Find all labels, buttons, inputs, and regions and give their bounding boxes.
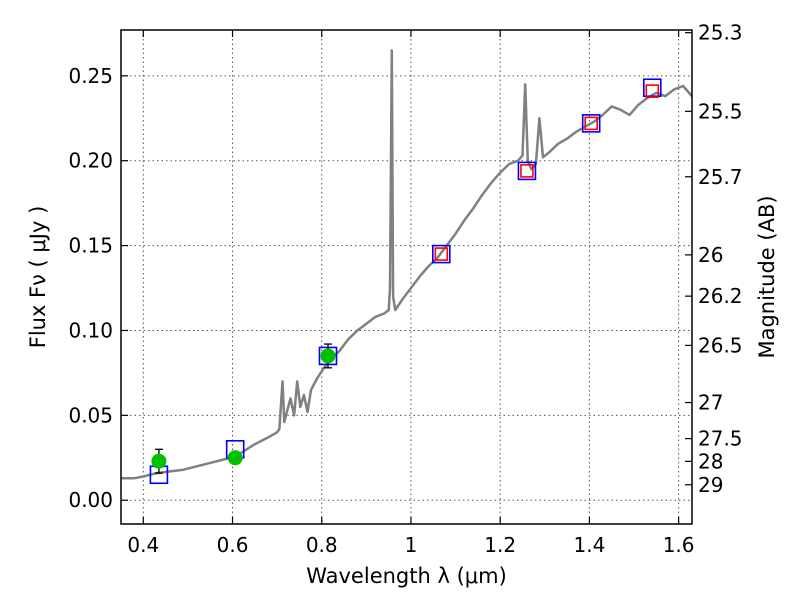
photometry-markers (149, 78, 662, 485)
magnitude-tick-label: 29 (698, 473, 723, 497)
y-tick-label: 0.20 (68, 149, 113, 173)
magnitude-tick-label: 26.5 (698, 333, 743, 357)
model-flux-square-marker (517, 161, 537, 181)
x-axis-label: Wavelength λ (μm) (306, 564, 507, 588)
x-tick-label: 0.8 (306, 533, 338, 557)
model-flux-square-marker (642, 78, 662, 98)
observed-flux-point (320, 348, 336, 364)
axis-ticks: 0.4 0.6 0.8 1 1.2 1.4 1.6 0.00 0.05 0.10 0.15 0.20 0… (68, 21, 742, 557)
observed-flux-point (151, 453, 167, 469)
magnitude-tick-label: 28 (698, 449, 723, 473)
y-axis-label: Flux Fν ( μJy ) (26, 206, 50, 349)
x-tick-label: 1.2 (484, 533, 516, 557)
magnitude-tick-label: 25.3 (698, 21, 743, 45)
observed-flux-square-marker (434, 247, 449, 261)
y-tick-label: 0.00 (68, 488, 113, 512)
magnitude-axis-label: Magnitude (AB) (755, 195, 779, 358)
model-flux-square-marker (431, 244, 451, 264)
x-tick-label: 1 (405, 533, 418, 557)
magnitude-tick-label: 27.5 (698, 427, 743, 451)
model-spectrum (121, 49, 693, 480)
magnitude-tick-label: 26 (698, 243, 723, 267)
y-tick-label: 0.15 (68, 234, 113, 258)
magnitude-tick-label: 25.7 (698, 165, 743, 189)
observed-flux-square-marker (645, 84, 660, 98)
grid-lines (121, 30, 692, 524)
y-tick-label: 0.05 (68, 403, 113, 427)
x-tick-label: 0.4 (127, 533, 159, 557)
magnitude-tick-label: 25.5 (698, 99, 743, 123)
spectrum-line (121, 49, 693, 480)
observed-flux-square-marker (520, 164, 534, 178)
x-tick-label: 1.6 (663, 533, 695, 557)
x-tick-label: 1.4 (573, 533, 605, 557)
magnitude-tick-label: 26.2 (698, 284, 743, 308)
plot-frame (120, 29, 693, 525)
observed-flux-square-marker (584, 116, 598, 131)
y-tick-label: 0.25 (68, 64, 113, 88)
y-tick-label: 0.10 (68, 318, 113, 342)
observed-flux-point (227, 450, 243, 466)
model-flux-square-marker (581, 114, 601, 133)
x-tick-label: 0.6 (217, 533, 249, 557)
magnitude-tick-label: 27 (698, 391, 723, 415)
